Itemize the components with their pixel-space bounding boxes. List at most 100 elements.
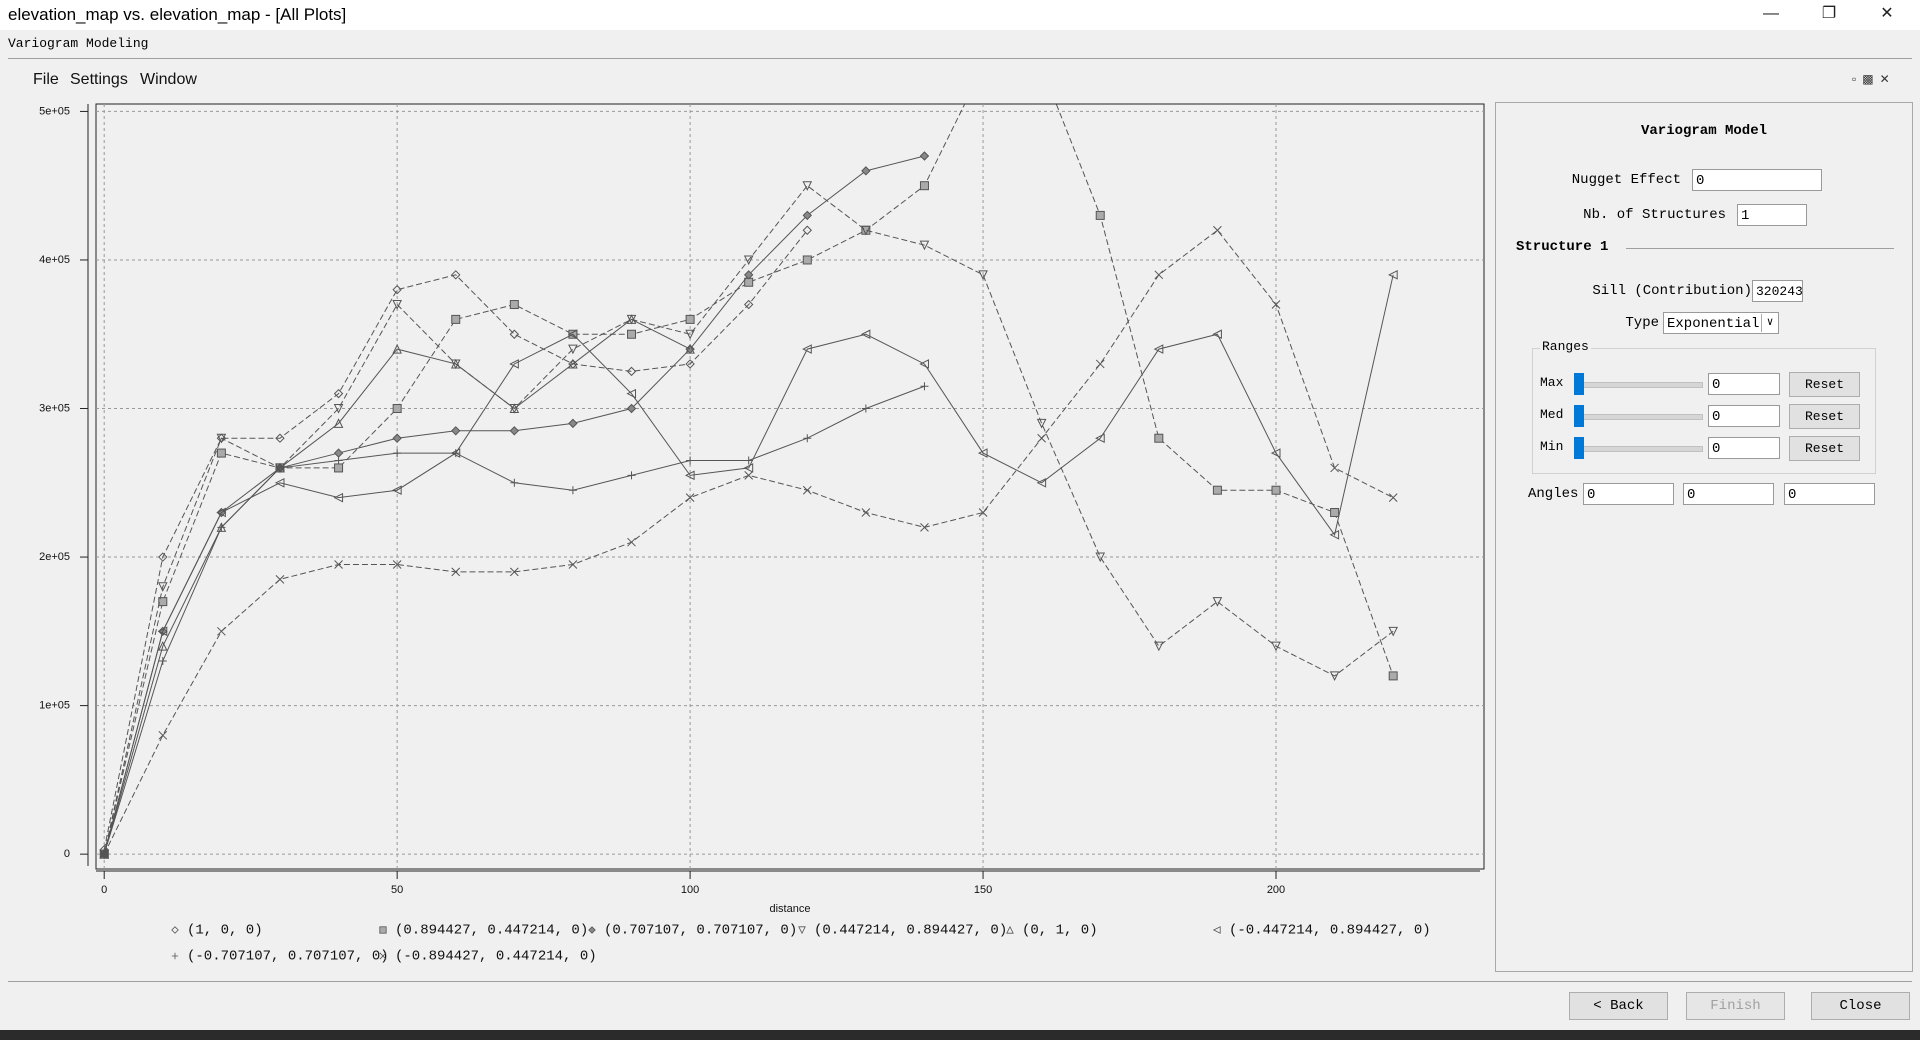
menu-item[interactable]: File: [33, 71, 59, 88]
legend-label: (0.707107, 0.707107, 0): [604, 923, 797, 939]
field-label: Nugget Effect: [1571, 172, 1681, 188]
data-point: [1330, 463, 1339, 473]
data-point: [1388, 626, 1398, 637]
data-point: [275, 574, 285, 584]
data-point: [685, 314, 695, 324]
data-point: [334, 463, 344, 473]
data-point: [743, 299, 754, 310]
data-point: [743, 270, 754, 280]
data-point: [1154, 270, 1164, 280]
data-point: [392, 433, 402, 443]
data-point: [979, 63, 987, 71]
series-line: [103, 229, 808, 850]
range-input[interactable]: 0: [1708, 437, 1780, 459]
nugget-input[interactable]: 0: [1692, 169, 1822, 191]
angle-input[interactable]: 0: [1583, 483, 1674, 505]
data-point: [216, 433, 227, 444]
close-button[interactable]: Close: [1811, 992, 1910, 1020]
range-slider[interactable]: [1574, 414, 1703, 420]
range-slider[interactable]: [1574, 382, 1703, 388]
data-point: [334, 560, 343, 569]
data-point: [626, 388, 637, 399]
data-point: [978, 270, 988, 280]
field-label: Angles: [1528, 486, 1579, 502]
data-point: [451, 426, 461, 436]
window-title: elevation_map vs. elevation_map - [All P…: [8, 5, 347, 24]
data-point: [568, 486, 577, 495]
data-point: [920, 522, 929, 532]
menu-item[interactable]: Window: [140, 71, 197, 88]
separator: [8, 58, 1912, 59]
sill-input[interactable]: 320243: [1752, 280, 1803, 302]
data-point: [1271, 300, 1281, 309]
data-point: [509, 300, 519, 310]
data-point: [509, 329, 520, 339]
angle-input[interactable]: 0: [1683, 483, 1774, 505]
legend-label: (0, 1, 0): [1022, 923, 1098, 939]
x-tick-label: 100: [681, 884, 699, 896]
legend-label: (1, 0, 0): [187, 923, 263, 939]
section-heading: Structure 1: [1516, 239, 1609, 255]
data-point: [627, 329, 637, 339]
data-point: [333, 388, 344, 399]
data-point: [157, 582, 168, 592]
mdi-controls[interactable]: ▫▩✕: [1852, 72, 1896, 86]
data-point: [333, 404, 344, 414]
y-tick-label: 0: [64, 848, 70, 860]
data-point: [803, 434, 812, 443]
plot-frame: [95, 103, 1485, 870]
data-point: [1330, 507, 1340, 517]
angle-input[interactable]: 0: [1784, 483, 1875, 505]
data-point: [1271, 485, 1281, 495]
range-input[interactable]: 0: [1708, 373, 1780, 395]
restore-button[interactable]: ❐: [1821, 5, 1837, 22]
type-select[interactable]: Exponential: [1663, 312, 1779, 334]
data-point: [216, 448, 226, 458]
range-label: Min: [1540, 439, 1564, 454]
data-point: [860, 329, 871, 340]
finish-button: Finish: [1686, 992, 1785, 1020]
dropdown-arrow[interactable]: ∨: [1761, 314, 1778, 332]
close-window-button[interactable]: ✕: [1880, 5, 1894, 22]
data-point: [1329, 529, 1340, 540]
reset-button[interactable]: Reset: [1789, 404, 1860, 429]
data-point: [158, 730, 168, 740]
data-point: [1095, 210, 1105, 220]
slider-handle[interactable]: [1574, 405, 1584, 427]
back-button[interactable]: < Back: [1569, 992, 1668, 1020]
menu-item[interactable]: Settings: [70, 71, 128, 88]
data-point: [977, 448, 988, 458]
y-tick-label: 3e+05: [39, 402, 70, 414]
minimize-button[interactable]: —: [1763, 5, 1779, 22]
data-point: [686, 456, 695, 465]
data-point: [158, 552, 168, 562]
data-point: [1271, 641, 1281, 652]
structures-spinbox[interactable]: 1: [1737, 204, 1807, 226]
range-slider[interactable]: [1574, 446, 1703, 452]
data-point: [919, 151, 930, 161]
data-point: [802, 255, 812, 265]
data-point: [861, 225, 871, 236]
reset-button[interactable]: Reset: [1789, 372, 1860, 397]
data-point: [275, 463, 284, 472]
range-input[interactable]: 0: [1708, 405, 1780, 427]
data-point: [861, 225, 871, 235]
data-point: [392, 485, 402, 496]
range-label: Med: [1540, 407, 1564, 422]
data-point: [274, 477, 285, 488]
slider-handle[interactable]: [1574, 437, 1584, 459]
data-point: [1212, 329, 1222, 340]
data-point: [216, 507, 226, 518]
slider-handle[interactable]: [1574, 373, 1584, 395]
app-header: Variogram Modeling: [8, 36, 149, 51]
reset-button[interactable]: Reset: [1789, 436, 1860, 461]
x-tick-label: 200: [1267, 884, 1285, 896]
data-point: [509, 426, 520, 436]
group-label: Ranges: [1540, 339, 1591, 354]
data-point: [1213, 225, 1222, 235]
data-point: [158, 597, 168, 607]
data-point: [568, 418, 578, 429]
data-point: [802, 181, 813, 191]
data-point: [567, 329, 578, 340]
